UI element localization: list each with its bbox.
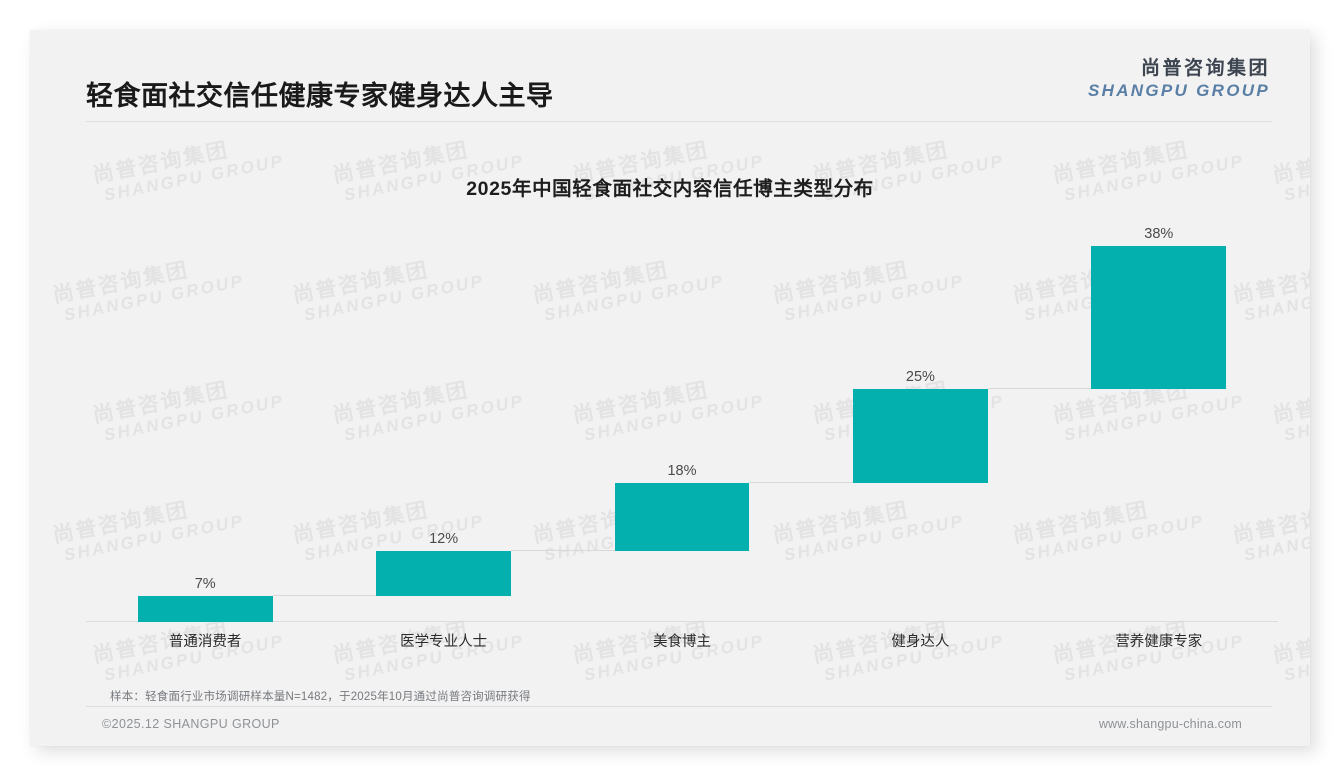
category-axis-labels: 普通消费者 医学专业人士 美食博主 健身达人 营养健康专家 xyxy=(56,630,1286,656)
waterfall-bar[interactable] xyxy=(137,595,273,622)
slide-header: 轻食面社交信任健康专家健身达人主导 尚普咨询集团 SHANGPU GROUP xyxy=(30,30,1310,122)
waterfall-plot: 7% 12% 18% 25% 38% xyxy=(56,226,1286,622)
footnote-divider xyxy=(86,706,1272,707)
website-url[interactable]: www.shangpu-china.com xyxy=(1098,717,1242,731)
waterfall-connector xyxy=(510,549,615,551)
brand-logo-en: SHANGPU GROUP xyxy=(1088,80,1270,100)
waterfall-bar[interactable] xyxy=(1091,246,1227,389)
waterfall-bar[interactable] xyxy=(376,550,511,596)
waterfall-bar[interactable] xyxy=(614,482,750,551)
sample-footnote: 样本：轻食面行业市场调研样本量N=1482，于2025年10月通过尚普咨询调研获… xyxy=(110,691,531,703)
bar-value-label: 7% xyxy=(194,575,216,592)
category-label: 营养健康专家 xyxy=(1115,634,1203,650)
bar-value-label: 38% xyxy=(1144,226,1174,242)
copyright-text: ©2025.12 SHANGPU GROUP xyxy=(102,717,280,731)
category-label: 医学专业人士 xyxy=(400,634,488,650)
brand-logo: 尚普咨询集团 SHANGPU GROUP xyxy=(1088,58,1270,101)
category-label: 普通消费者 xyxy=(168,634,242,650)
waterfall-connector xyxy=(272,594,377,596)
bar-value-label: 18% xyxy=(667,462,697,479)
bar-value-label: 25% xyxy=(905,368,935,385)
waterfall-connector xyxy=(749,481,854,483)
category-label: 美食博主 xyxy=(652,634,711,650)
category-label: 健身达人 xyxy=(891,634,950,650)
brand-logo-cn: 尚普咨询集团 xyxy=(1140,58,1270,79)
waterfall-bar[interactable] xyxy=(853,388,988,483)
waterfall-connector xyxy=(987,387,1092,389)
slide-card: 尚普咨询集团 SHANGPU GROUP 尚普咨询集团 SHANGPU GROUP 尚普… xyxy=(30,30,1310,746)
slide-footer: ©2025.12 SHANGPU GROUP www.shangpu-china… xyxy=(30,706,1310,746)
header-divider xyxy=(86,121,1272,122)
bar-value-label: 12% xyxy=(429,530,459,547)
axis-baseline xyxy=(86,621,1278,622)
chart-area: 2025年中国轻食面社交内容信任博主类型分布 7% 12% 18% 25% 38% 普通… xyxy=(30,122,1310,652)
chart-title: 2025年中国轻食面社交内容信任博主类型分布 xyxy=(466,178,874,200)
page-title: 轻食面社交信任健康专家健身达人主导 xyxy=(86,81,554,111)
